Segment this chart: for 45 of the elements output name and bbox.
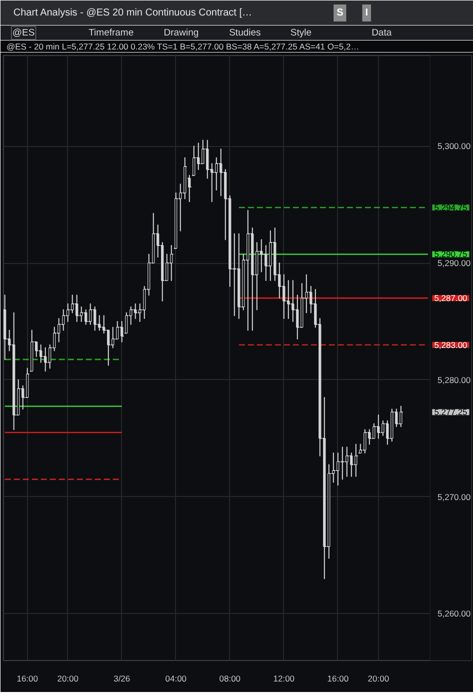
text: 5,277.25 (434, 407, 468, 418)
y-tick-label: 5,280.00 (438, 374, 471, 385)
y-tick-label: 5,270.00 (438, 492, 471, 502)
candlestick (168, 244, 174, 282)
candlestick (354, 444, 358, 477)
text: Timeframe (88, 28, 134, 38)
text: Studies (229, 28, 262, 38)
text: I (365, 8, 368, 18)
x-tick-label: 08:00 (219, 674, 241, 684)
y-tick-label: 5,290.00 (438, 258, 471, 268)
x-tick-label: 16:00 (16, 674, 38, 684)
candlestick (246, 210, 250, 331)
candlestick (92, 306, 98, 331)
text: Style (290, 28, 312, 38)
text: S (336, 8, 344, 18)
data-label: 5,290.75 (434, 249, 468, 260)
y-tick-label: 5,260.00 (438, 608, 471, 619)
x-tick-label: 20:00 (57, 674, 79, 684)
x-tick-label: 16:00 (327, 674, 349, 684)
x-tick-label: 12:00 (273, 674, 295, 684)
text: Drawing (164, 28, 199, 38)
data-label: 5,283.00 (434, 340, 468, 350)
data-label: 5,294.75 (434, 202, 468, 212)
candlestick (376, 414, 381, 439)
candlestick (42, 347, 48, 372)
x-tick-label: 20:00 (368, 674, 390, 684)
candlestick (390, 408, 394, 442)
chart-title: Chart Analysis - @ES 20 min Continuous Contract [… (13, 8, 252, 18)
candlestick (398, 406, 404, 428)
candlestick (344, 446, 350, 477)
candlestick (268, 230, 273, 282)
y-tick-label: 5,300.00 (438, 141, 471, 152)
data-label: 5,287.00 (434, 293, 468, 304)
candlestick (11, 312, 16, 430)
candlestick (236, 233, 242, 320)
x-tick-label: 04:00 (165, 674, 187, 684)
candlestick (362, 429, 368, 454)
text: @ES (12, 28, 35, 38)
candlestick (29, 330, 34, 372)
text: Data (372, 28, 392, 38)
candlestick (4, 294, 8, 360)
candlestick (74, 294, 80, 322)
chart-subtitle: @ES - 20 min L=5,277.25 12.00 0.23% TS=1 B=5,277.00 BS=38 A=5,277.25 AS=41 O=5,2… (6, 42, 360, 52)
x-tick-label: 3/26 (114, 674, 130, 684)
candlestick (192, 146, 196, 176)
